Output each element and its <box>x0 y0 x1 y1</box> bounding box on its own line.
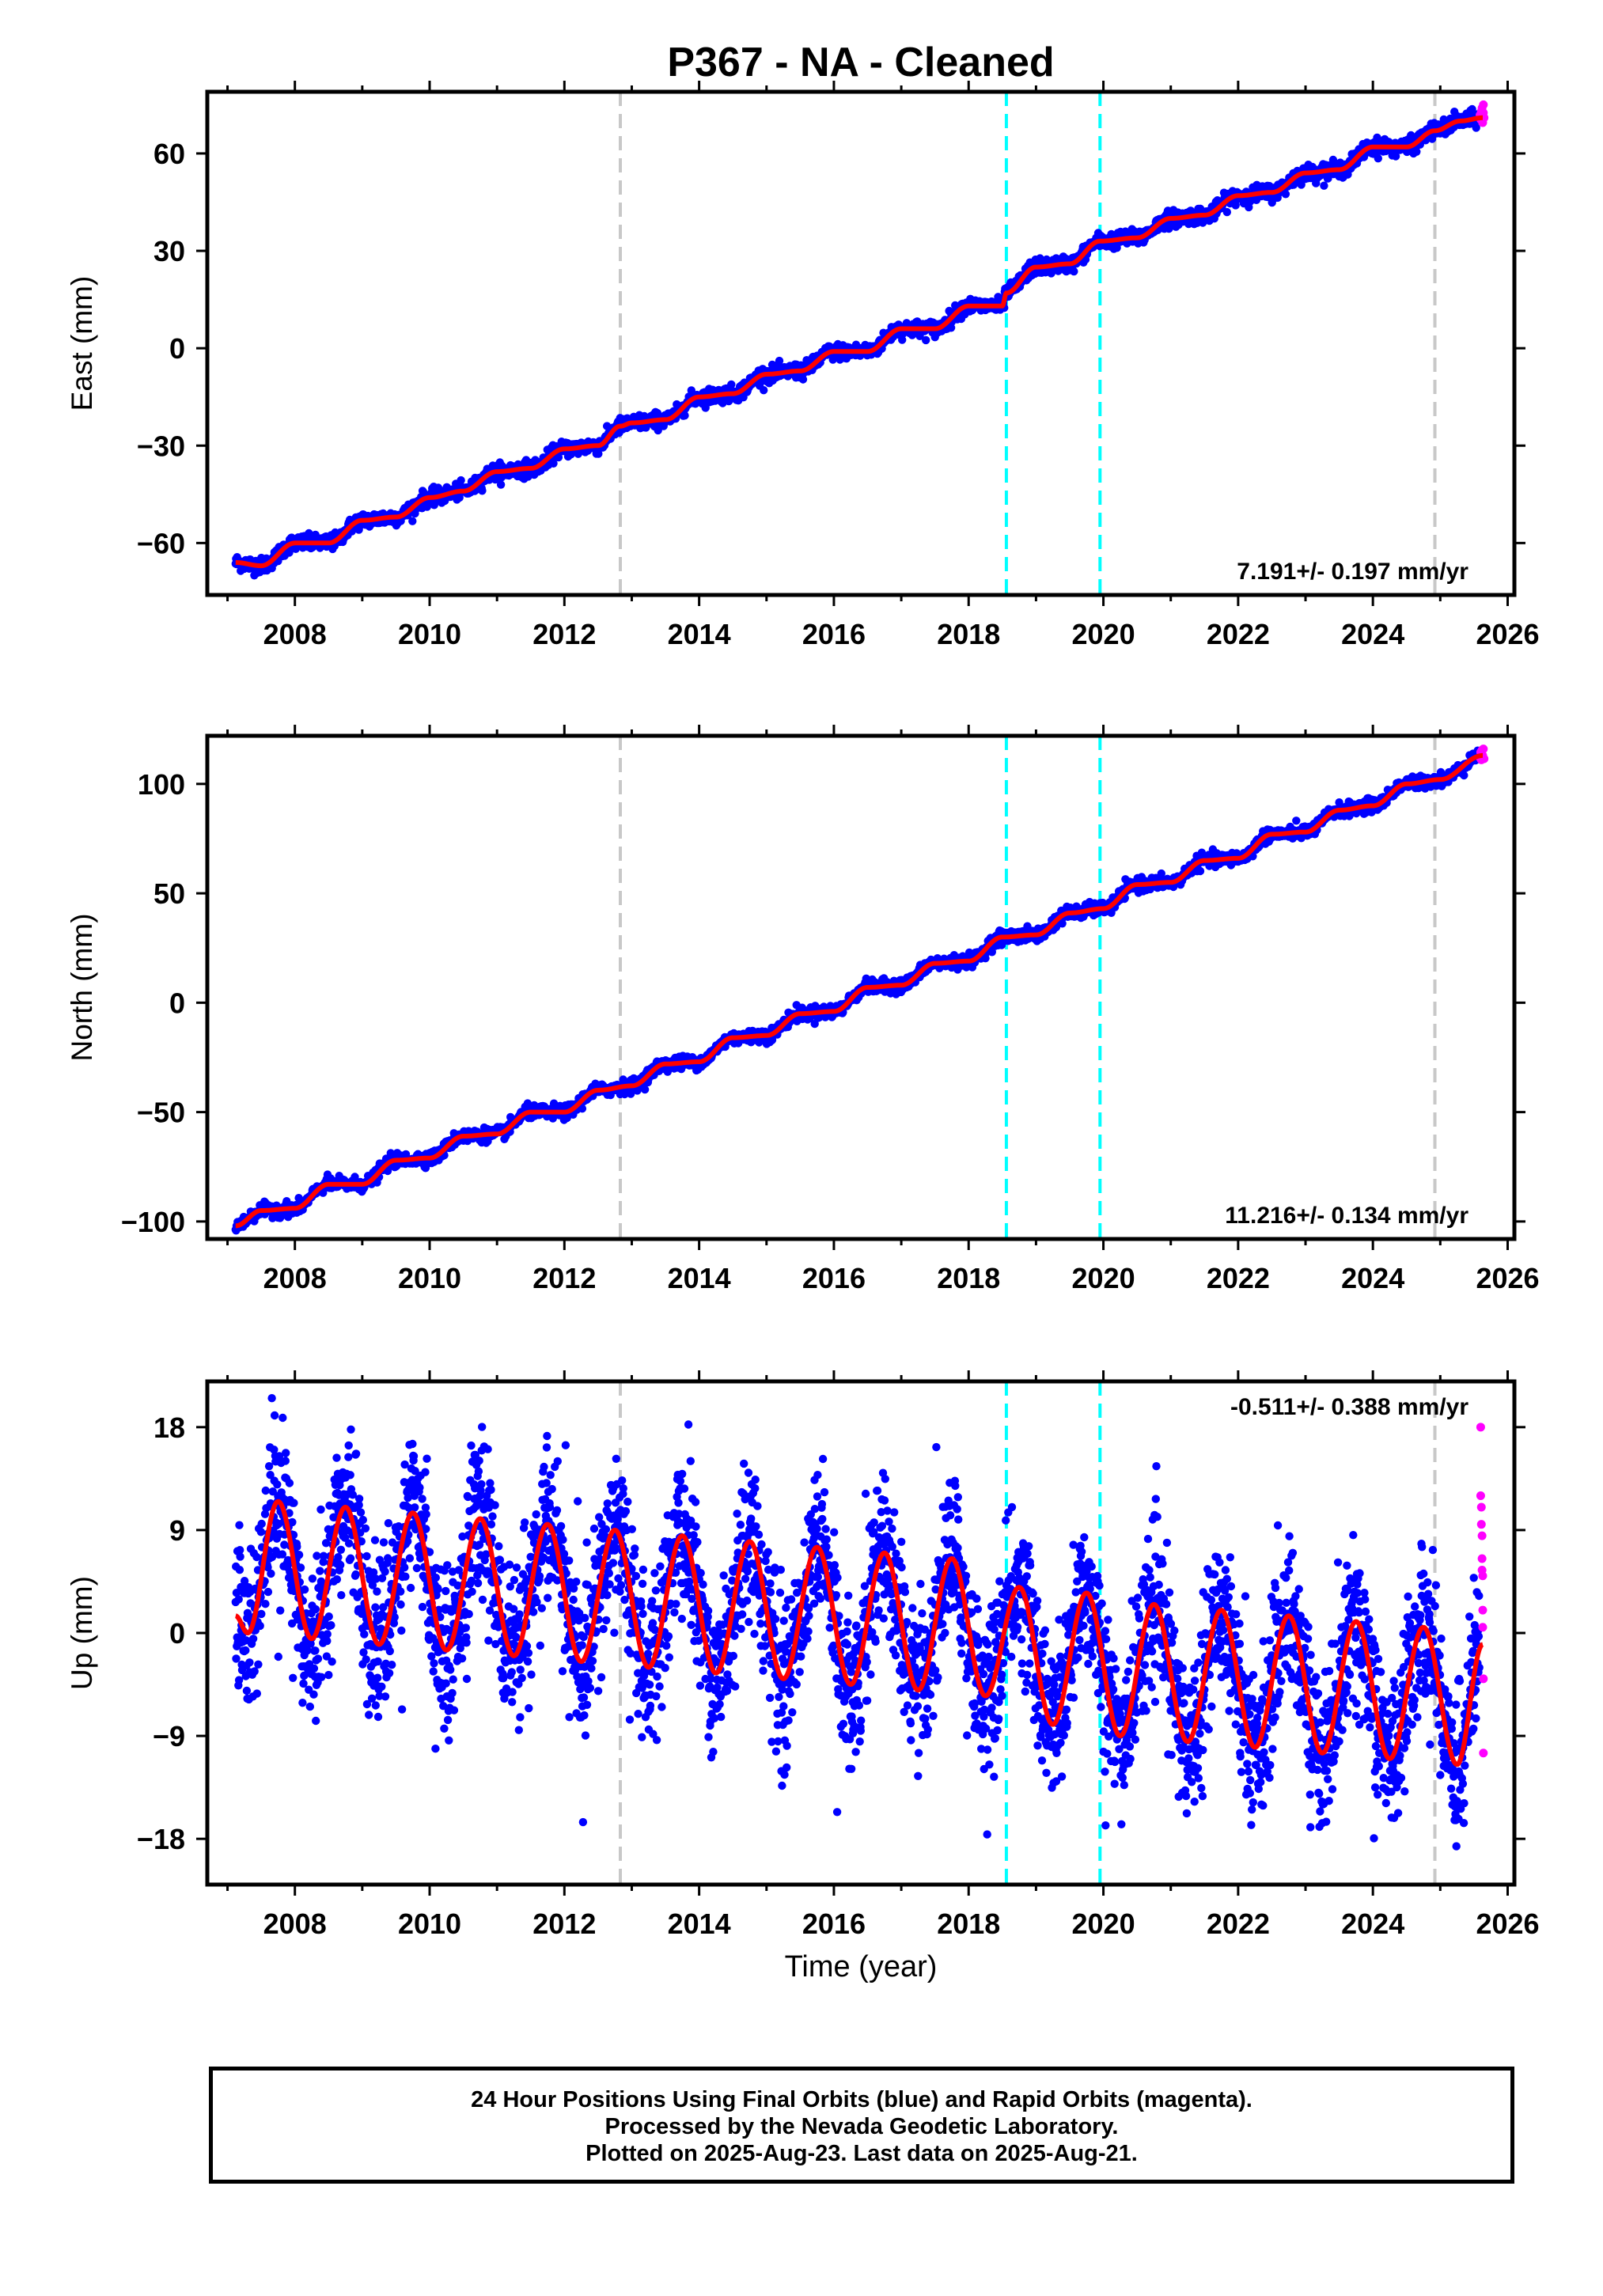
panel-east: 2008 2010 2012 2014 2016 2018 2020 2022 2024 2026… <box>66 81 1540 650</box>
x-tick-label: 2016 <box>802 618 866 650</box>
data-point <box>1391 152 1400 161</box>
x-tick-label: 2010 <box>398 618 461 650</box>
y-tick-label: 30 <box>153 235 185 267</box>
data-point <box>1196 866 1205 876</box>
data-point <box>1222 207 1232 217</box>
data-point <box>1374 154 1383 163</box>
data-point <box>1281 190 1290 199</box>
data-point <box>640 1085 650 1094</box>
data-point <box>554 453 563 462</box>
data-point <box>727 380 736 389</box>
data-point <box>680 411 689 420</box>
data-point <box>1157 869 1166 878</box>
data-point <box>408 517 417 525</box>
data-point <box>594 449 603 458</box>
panels: 2008 2010 2012 2014 2016 2018 2020 2022 2024 2026… <box>66 81 1540 1983</box>
model-curve <box>235 115 1483 569</box>
data-point <box>1320 181 1328 190</box>
panel-north: 2008 2010 2012 2014 2016 2018 2020 2022 2024 2026… <box>66 725 1540 1294</box>
plot-frame <box>205 89 1517 597</box>
data-point <box>922 335 930 345</box>
data-point <box>1058 919 1067 928</box>
data-point <box>1460 771 1468 780</box>
data-point <box>1412 147 1421 156</box>
data-point <box>1070 267 1078 276</box>
data-point <box>1472 123 1480 132</box>
data-point <box>523 1099 532 1108</box>
y-tick-label: −30 <box>137 430 185 462</box>
x-tick-label: 2018 <box>937 618 1000 650</box>
figure-title: P367 - NA - Cleaned <box>667 40 1054 85</box>
data-point <box>457 475 465 485</box>
data-point <box>496 480 506 489</box>
x-tick-label: 2026 <box>1476 618 1539 650</box>
velocity-label: 7.191+/- 0.197 mm/yr <box>1237 559 1468 585</box>
x-tick-label: 2022 <box>1207 618 1270 650</box>
data-point <box>1468 104 1476 114</box>
y-tick-label: 60 <box>153 138 185 170</box>
y-axis-label: East (mm) <box>66 276 98 411</box>
data-point <box>760 386 768 395</box>
x-tick-label: 2014 <box>668 618 731 650</box>
data-point <box>578 1104 587 1113</box>
data-point <box>810 1019 819 1029</box>
y-tick-label: −60 <box>137 527 185 559</box>
data-point <box>798 375 808 384</box>
data-point <box>627 1089 635 1098</box>
data-point <box>775 356 784 366</box>
y-tick-label: 0 <box>169 332 185 365</box>
x-tick-label: 2012 <box>532 618 596 650</box>
data-point <box>1231 201 1240 210</box>
data-point <box>1297 180 1306 189</box>
data-point <box>1292 816 1301 825</box>
x-tick-label: 2008 <box>263 618 327 650</box>
x-tick-label: 2020 <box>1072 618 1135 650</box>
rapid-orbit-point <box>1479 100 1488 109</box>
data-point <box>549 459 558 468</box>
data-point <box>898 335 907 344</box>
data-point <box>478 487 487 495</box>
x-tick-label: 2024 <box>1341 618 1404 650</box>
